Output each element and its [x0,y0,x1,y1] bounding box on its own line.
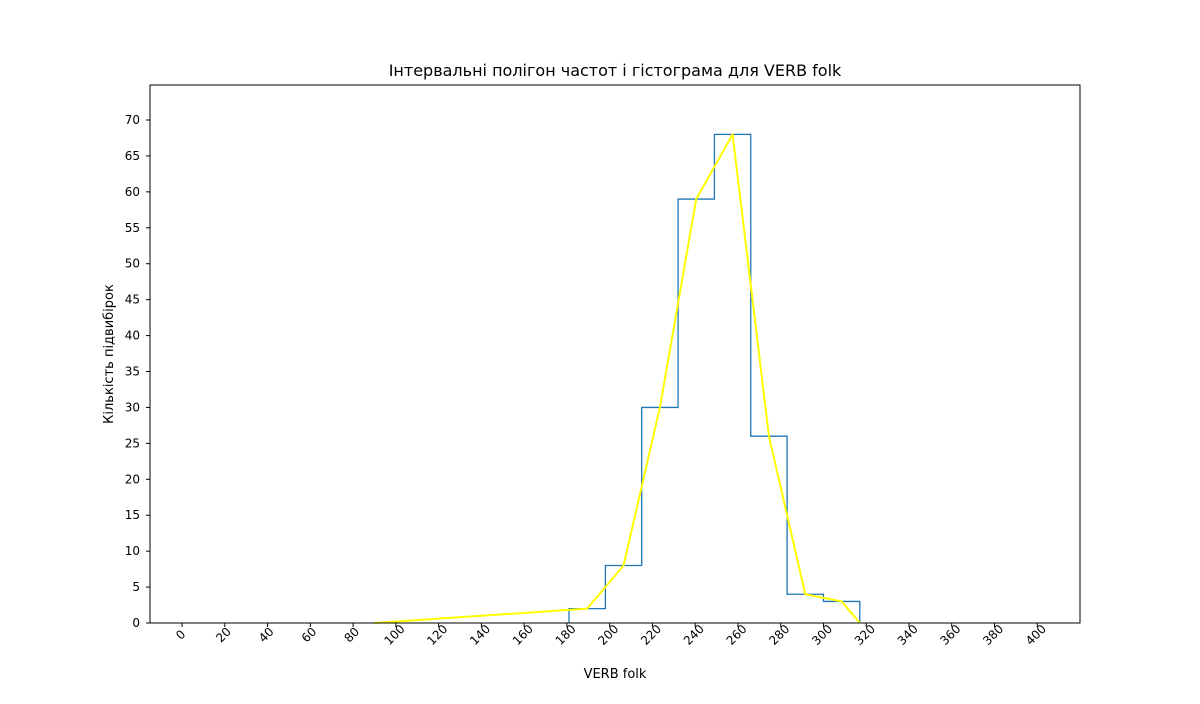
x-tick-label: 400 [1023,622,1049,648]
histogram-bar [787,594,823,623]
x-tick-label: 240 [681,622,707,648]
y-tick-label: 70 [125,113,140,127]
x-tick-label: 300 [809,622,835,648]
y-tick-label: 50 [125,257,140,271]
x-tick-label: 220 [638,622,664,648]
x-tick-label: 0 [173,627,188,642]
y-tick-label: 0 [132,616,140,630]
x-tick-label: 160 [510,622,536,648]
x-tick-label: 180 [553,622,579,648]
x-axis-label: VERB folk [584,667,647,682]
y-tick-label: 25 [125,436,140,450]
x-tick-label: 100 [382,622,408,648]
x-tick-label: 120 [424,622,450,648]
x-tick-label: 320 [852,622,878,648]
x-axis-ticks: 0 20 40 60 80 100 120 140 160 180 200 220 240 260 280 3… [173,622,1049,648]
frequency-polygon-line [374,133,861,624]
histogram-bar [751,436,787,623]
histogram-bar [569,609,605,623]
plot-frame [149,84,1081,624]
x-tick-label: 20 [213,625,234,646]
x-tick-label: 280 [766,622,792,648]
plot-background [150,85,1080,623]
histogram-bar [678,199,714,623]
y-tick-label: 60 [125,185,140,199]
x-tick-label: 140 [467,622,493,648]
y-tick-label: 45 [125,293,140,307]
y-tick-label: 35 [125,365,140,379]
y-tick-label: 5 [132,580,140,594]
x-tick-label: 380 [980,622,1006,648]
y-tick-label: 55 [125,221,140,235]
y-tick-label: 15 [125,508,140,522]
histogram-bar [605,566,641,623]
x-tick-label: 260 [724,622,750,648]
histogram-bar [714,134,750,623]
x-tick-label: 40 [256,625,277,646]
histogram-bar [642,407,678,623]
x-tick-label: 200 [595,622,621,648]
x-tick-label: 340 [895,622,921,648]
histogram-bar [823,601,859,623]
y-axis-ticks: 0 5 10 15 20 25 30 35 40 45 50 55 60 65 70 [125,113,150,630]
plot-area [149,84,1081,624]
y-tick-label: 20 [125,472,140,486]
y-tick-label: 10 [125,544,140,558]
y-tick-label: 30 [125,400,140,414]
x-tick-label: 360 [937,622,963,648]
chart-title: Інтервальні полігон частот і гістограма … [389,61,842,80]
x-tick-label: 80 [341,625,362,646]
y-tick-label: 65 [125,149,140,163]
y-tick-label: 40 [125,329,140,343]
y-axis-label: Кількість підвибірок [102,284,117,424]
x-tick-label: 60 [299,625,320,646]
